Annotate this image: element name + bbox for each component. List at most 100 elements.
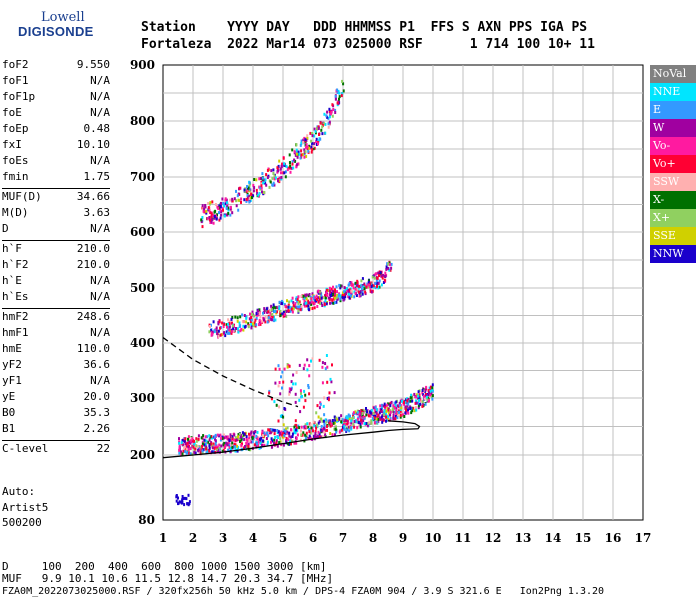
echo-point — [218, 434, 220, 438]
echo-point — [348, 296, 351, 300]
echo-point — [319, 435, 322, 439]
echo-point — [305, 154, 308, 158]
echo-point — [194, 447, 197, 451]
echo-point — [300, 433, 303, 437]
echo-point — [248, 317, 251, 321]
param-row: MUF(D) 34.66 — [2, 190, 110, 206]
echo-point — [308, 301, 311, 305]
echo-point — [312, 144, 315, 148]
echo-point — [349, 291, 352, 295]
echo-point — [245, 441, 248, 445]
echo-point — [245, 315, 248, 319]
echo-point — [280, 175, 283, 179]
echo-point — [423, 396, 426, 400]
echo-point — [341, 295, 344, 299]
echo-point — [341, 79, 344, 83]
echo-point — [236, 316, 239, 320]
echo-point — [328, 419, 331, 423]
echo-point — [202, 209, 205, 213]
echo-point — [315, 411, 318, 415]
param-value: 20.0 — [83, 390, 111, 403]
echo-point — [275, 439, 278, 443]
echo-point — [247, 322, 250, 326]
echo-point — [359, 290, 362, 294]
echo-point — [223, 204, 226, 208]
echo-point — [292, 300, 295, 304]
echo-point — [322, 404, 325, 408]
echo-point — [303, 299, 306, 303]
echo-point — [284, 304, 287, 308]
echo-point — [321, 365, 324, 369]
echo-point — [180, 452, 183, 456]
echo-point — [273, 438, 276, 442]
echo-point — [346, 287, 348, 290]
echo-point — [285, 310, 288, 313]
echo-point — [378, 274, 380, 277]
echo-point — [324, 418, 327, 422]
echo-point — [349, 288, 351, 292]
param-name: D — [2, 222, 9, 235]
param-separator — [2, 440, 110, 441]
echo-point — [418, 398, 420, 402]
echo-point — [427, 389, 430, 393]
legend-item-e: E — [650, 101, 696, 119]
param-name: h`F2 — [2, 258, 29, 271]
echo-point — [304, 138, 307, 142]
echo-point — [259, 186, 262, 190]
y-tick-label: 400 — [130, 336, 155, 350]
echo-point — [272, 428, 275, 432]
echo-point — [330, 294, 332, 297]
y-tick-label: 900 — [130, 58, 155, 72]
echo-point — [291, 148, 294, 152]
echo-point — [233, 445, 236, 449]
echo-point — [286, 430, 289, 434]
echo-point — [225, 435, 227, 439]
echo-point — [362, 419, 365, 423]
param-value: N/A — [90, 154, 110, 167]
echo-point — [289, 170, 292, 174]
param-name: yE — [2, 390, 16, 403]
echo-point — [294, 392, 297, 396]
echo-point — [390, 266, 393, 270]
echo-point — [310, 145, 313, 149]
echo-point — [292, 166, 295, 170]
echo-point — [398, 409, 401, 413]
echo-point — [223, 322, 226, 326]
echo-point — [303, 148, 306, 152]
echo-point — [247, 445, 250, 448]
echo-point — [284, 427, 287, 431]
param-row: foEs N/A — [2, 154, 110, 170]
echo-point — [279, 309, 282, 313]
echo-point — [225, 198, 228, 202]
echo-point — [245, 435, 248, 439]
echo-point — [279, 314, 282, 317]
echo-point — [204, 442, 207, 446]
echo-point — [295, 441, 298, 445]
echo-point — [264, 315, 267, 319]
echo-point — [383, 404, 386, 408]
echo-point — [418, 393, 421, 397]
echo-point — [323, 396, 326, 400]
echo-point — [209, 325, 211, 328]
echo-point — [311, 307, 314, 310]
echo-point — [345, 418, 348, 422]
echo-point — [224, 202, 227, 206]
param-row: yE 20.0 — [2, 390, 110, 406]
echo-point — [197, 437, 200, 441]
echo-point — [329, 432, 332, 435]
echo-point — [289, 161, 291, 165]
echo-point — [376, 276, 379, 280]
echo-point — [427, 399, 430, 402]
echo-point — [327, 296, 330, 300]
echo-point — [247, 442, 250, 446]
echo-point — [324, 362, 327, 365]
echo-point — [250, 322, 253, 326]
echo-point — [316, 423, 318, 427]
echo-point — [211, 450, 214, 454]
echo-point — [382, 418, 385, 422]
echo-point — [239, 315, 242, 319]
echo-point — [230, 317, 233, 321]
echo-point — [258, 446, 261, 450]
echo-point — [386, 403, 389, 407]
echo-point — [294, 400, 297, 404]
